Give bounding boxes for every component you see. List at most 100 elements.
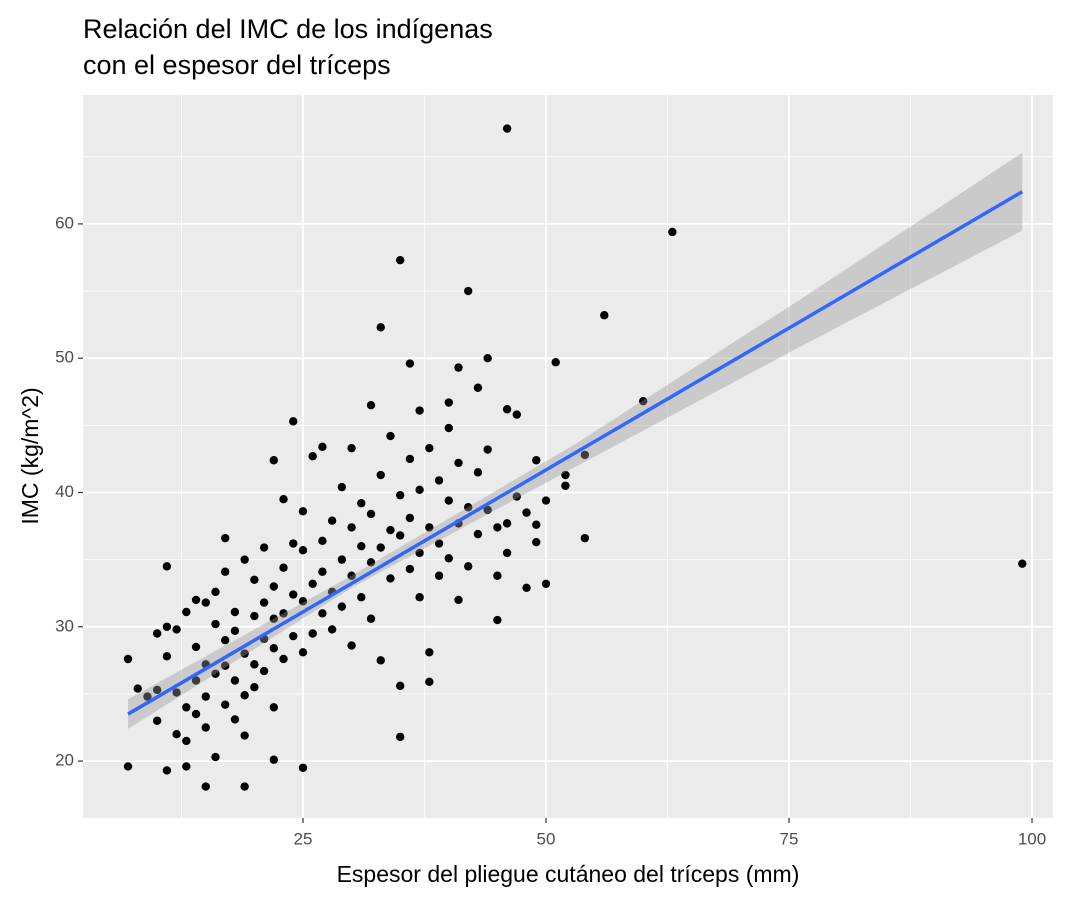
data-point: [473, 529, 483, 539]
y-tick-label: 60: [55, 213, 74, 232]
data-point: [347, 443, 356, 453]
data-point: [298, 546, 308, 555]
data-point: [395, 681, 405, 691]
data-point: [425, 677, 434, 687]
data-point: [250, 575, 259, 584]
data-point: [444, 398, 453, 407]
data-point: [561, 481, 570, 490]
data-point: [541, 579, 551, 589]
data-point: [191, 642, 201, 652]
data-point: [211, 669, 220, 678]
data-point: [502, 519, 512, 528]
data-point: [298, 597, 308, 606]
data-point: [668, 227, 677, 237]
data-point: [182, 736, 191, 746]
data-point: [483, 505, 492, 515]
data-point: [152, 685, 162, 695]
data-point: [366, 401, 376, 410]
data-point: [191, 595, 201, 605]
data-point: [405, 564, 415, 574]
data-point: [357, 499, 366, 508]
data-point: [298, 763, 308, 772]
data-point: [347, 571, 356, 580]
data-point: [250, 660, 259, 669]
data-point: [240, 782, 249, 791]
chart-title: Relación del IMC de los indígenas: [83, 14, 493, 44]
data-point: [405, 454, 415, 464]
data-point: [502, 405, 512, 414]
data-point: [289, 417, 298, 426]
data-point: [269, 614, 279, 623]
data-point: [162, 766, 172, 775]
data-point: [580, 450, 590, 460]
data-point: [473, 468, 483, 477]
data-point: [405, 513, 415, 523]
data-point: [289, 539, 298, 548]
data-point: [201, 598, 210, 607]
data-point: [201, 782, 210, 791]
data-point: [483, 445, 492, 454]
data-point: [376, 656, 385, 665]
data-point: [123, 654, 133, 664]
data-point: [211, 752, 220, 762]
data-point: [269, 456, 279, 465]
data-point: [366, 509, 376, 519]
data-point: [366, 558, 376, 567]
data-point: [434, 571, 444, 580]
data-point: [259, 598, 269, 607]
data-point: [473, 383, 483, 392]
data-point: [289, 631, 298, 641]
data-point: [395, 255, 405, 265]
data-point: [201, 692, 210, 701]
data-point: [638, 396, 648, 406]
data-point: [279, 609, 288, 618]
data-point: [493, 523, 502, 532]
data-point: [230, 715, 240, 724]
data-point: [327, 516, 337, 525]
chart-title: con el espesor del tríceps: [83, 50, 391, 80]
data-point: [337, 602, 347, 611]
data-point: [444, 554, 453, 563]
data-point: [279, 563, 288, 572]
data-point: [522, 508, 531, 517]
data-point: [279, 654, 288, 664]
x-tick-label: 25: [294, 829, 313, 848]
data-point: [502, 548, 512, 558]
data-point: [415, 485, 424, 495]
data-point: [123, 762, 133, 771]
data-point: [308, 579, 317, 589]
data-point: [386, 525, 395, 535]
data-point: [337, 555, 347, 564]
data-point: [221, 567, 230, 576]
data-point: [230, 676, 240, 685]
data-point: [415, 406, 424, 415]
x-tick-label: 100: [1018, 829, 1046, 848]
y-axis-label: IMC (kg/m^2): [17, 387, 43, 524]
data-point: [152, 716, 162, 725]
data-point: [230, 626, 240, 636]
data-point: [259, 666, 269, 676]
data-point: [240, 649, 249, 658]
data-point: [269, 703, 279, 712]
data-point: [259, 543, 269, 552]
data-point: [221, 661, 230, 670]
data-point: [425, 523, 434, 532]
data-point: [434, 539, 444, 548]
data-point: [327, 625, 337, 634]
data-point: [172, 730, 181, 739]
data-point: [298, 507, 308, 516]
data-point: [376, 323, 385, 332]
data-point: [182, 703, 191, 712]
data-point: [172, 688, 181, 697]
data-point: [464, 286, 473, 296]
data-point: [483, 354, 492, 363]
data-point: [269, 644, 279, 653]
data-point: [493, 571, 502, 580]
data-point: [512, 410, 522, 419]
data-point: [425, 648, 434, 657]
data-point: [434, 476, 444, 485]
data-point: [551, 358, 560, 367]
x-axis-label: Espesor del pliegue cutáneo del tríceps …: [337, 861, 800, 887]
data-point: [464, 562, 473, 571]
